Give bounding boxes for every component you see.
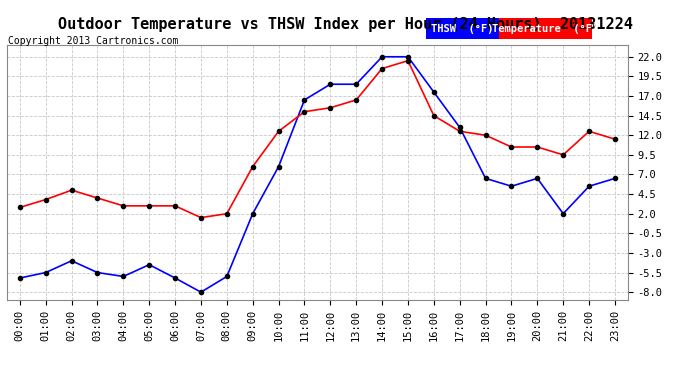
Text: Outdoor Temperature vs THSW Index per Hour (24 Hours)  20131224: Outdoor Temperature vs THSW Index per Ho… — [57, 17, 633, 32]
Text: Temperature  (°F): Temperature (°F) — [493, 24, 598, 33]
Text: Copyright 2013 Cartronics.com: Copyright 2013 Cartronics.com — [8, 36, 179, 46]
Text: THSW  (°F): THSW (°F) — [431, 24, 494, 33]
